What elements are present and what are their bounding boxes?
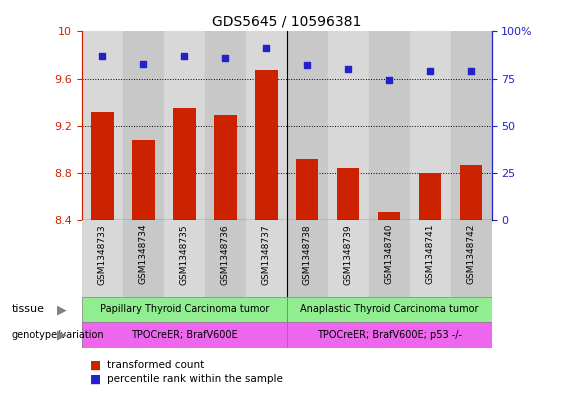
Bar	[82, 220, 123, 297]
Point	[303, 62, 312, 68]
Bar	[410, 31, 451, 220]
Bar	[132, 140, 155, 220]
Text: GSM1348741: GSM1348741	[425, 224, 434, 285]
Bar	[287, 297, 492, 322]
Bar	[410, 220, 451, 297]
Point	[262, 45, 271, 51]
Text: GSM1348737: GSM1348737	[262, 224, 271, 285]
Bar	[328, 220, 369, 297]
Text: tissue: tissue	[11, 305, 44, 314]
Text: GSM1348738: GSM1348738	[303, 224, 312, 285]
Bar	[378, 212, 401, 220]
Bar	[205, 31, 246, 220]
Text: GSM1348740: GSM1348740	[385, 224, 394, 285]
Point	[139, 61, 148, 67]
Text: GSM1348739: GSM1348739	[344, 224, 353, 285]
Text: Papillary Thyroid Carcinoma tumor: Papillary Thyroid Carcinoma tumor	[99, 305, 269, 314]
Bar	[451, 220, 492, 297]
Bar	[287, 322, 492, 348]
Bar	[214, 115, 237, 220]
Bar	[246, 31, 287, 220]
Bar	[91, 112, 114, 220]
Bar	[82, 322, 287, 348]
Text: ▶: ▶	[57, 303, 67, 316]
Bar	[82, 322, 287, 348]
Bar	[328, 31, 369, 220]
Bar	[255, 70, 277, 220]
Bar	[205, 220, 246, 297]
Point	[385, 77, 394, 84]
Bar	[164, 31, 205, 220]
Text: ■: ■	[90, 359, 102, 372]
Bar	[287, 31, 328, 220]
Bar	[337, 168, 359, 220]
Bar	[246, 220, 287, 297]
Text: ▶: ▶	[57, 329, 67, 342]
Text: Anaplastic Thyroid Carcinoma tumor: Anaplastic Thyroid Carcinoma tumor	[300, 305, 479, 314]
Text: TPOCreER; BrafV600E: TPOCreER; BrafV600E	[131, 330, 238, 340]
Text: GSM1348733: GSM1348733	[98, 224, 107, 285]
Bar	[369, 31, 410, 220]
Title: GDS5645 / 10596381: GDS5645 / 10596381	[212, 15, 362, 29]
Point	[425, 68, 434, 74]
Bar	[419, 173, 441, 220]
Point	[344, 66, 353, 72]
Point	[221, 55, 230, 61]
Bar	[82, 297, 287, 322]
Bar	[82, 31, 123, 220]
Bar	[369, 220, 410, 297]
Bar	[460, 165, 483, 220]
Point	[98, 53, 107, 59]
Bar	[287, 322, 492, 348]
Point	[180, 53, 189, 59]
Text: GSM1348734: GSM1348734	[139, 224, 148, 285]
Text: genotype/variation: genotype/variation	[11, 330, 104, 340]
Point	[467, 68, 476, 74]
Text: GSM1348735: GSM1348735	[180, 224, 189, 285]
Bar	[173, 108, 195, 220]
Text: transformed count: transformed count	[107, 360, 205, 371]
Bar	[164, 220, 205, 297]
Bar	[82, 297, 287, 322]
Bar	[123, 220, 164, 297]
Bar	[296, 159, 319, 220]
Text: TPOCreER; BrafV600E; p53 -/-: TPOCreER; BrafV600E; p53 -/-	[316, 330, 462, 340]
Text: ■: ■	[90, 373, 102, 386]
Text: percentile rank within the sample: percentile rank within the sample	[107, 374, 283, 384]
Bar	[451, 31, 492, 220]
Text: GSM1348742: GSM1348742	[467, 224, 476, 284]
Bar	[287, 297, 492, 322]
Text: GSM1348736: GSM1348736	[221, 224, 230, 285]
Bar	[287, 220, 328, 297]
Bar	[123, 31, 164, 220]
